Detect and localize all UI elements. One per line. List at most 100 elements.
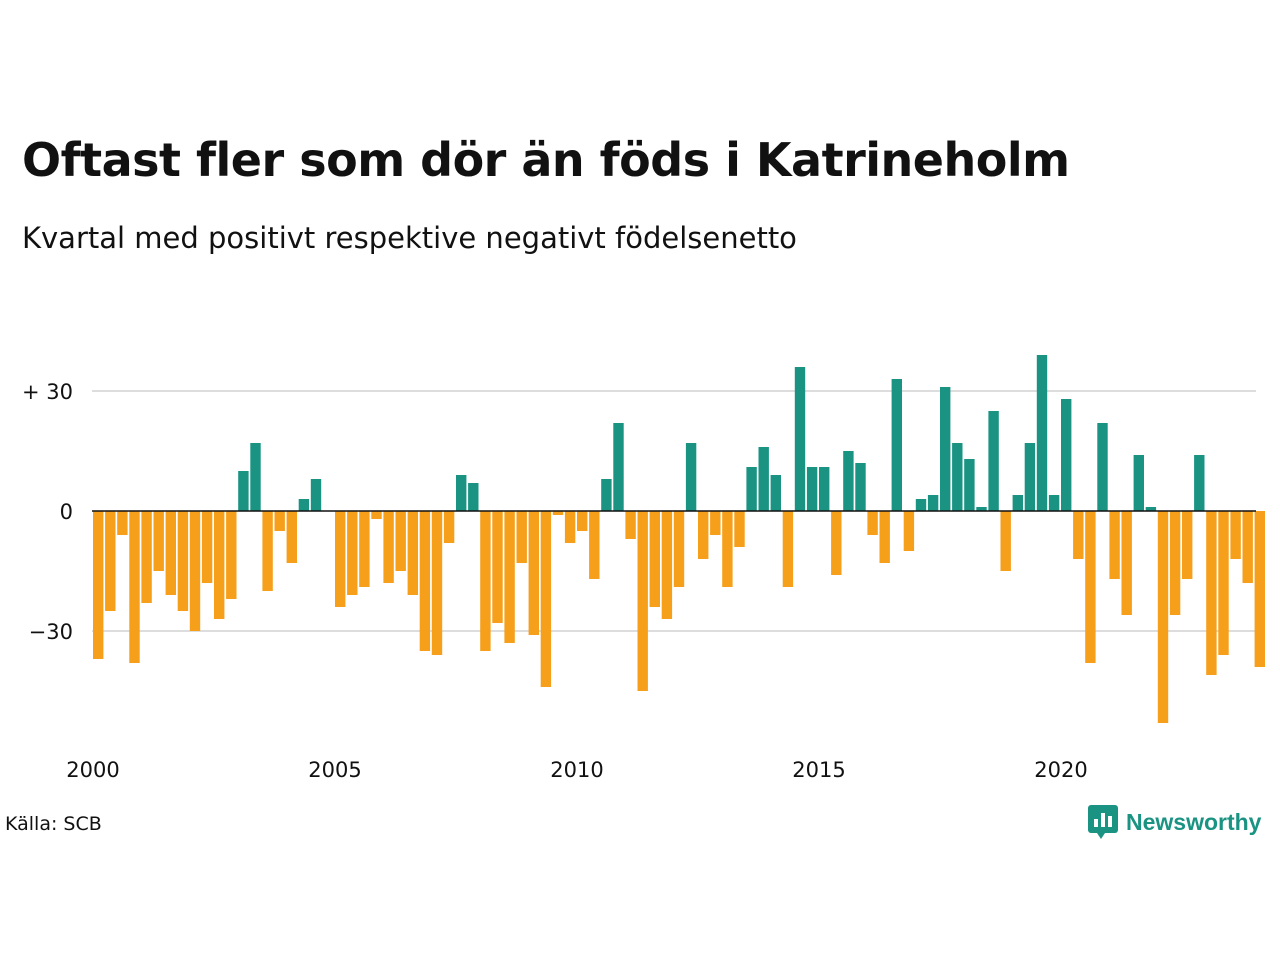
brand-logo[interactable]: Newsworthy <box>1088 804 1261 840</box>
bar <box>952 443 963 511</box>
bar <box>274 511 285 531</box>
bar <box>165 511 176 595</box>
bar <box>685 443 697 511</box>
bar <box>189 511 201 631</box>
bar <box>552 511 564 515</box>
bar <box>613 423 624 511</box>
bar <box>407 511 418 595</box>
bar <box>867 511 878 535</box>
y-tick-label: + 30 <box>22 380 73 404</box>
x-tick-label: 2015 <box>792 758 845 782</box>
bar <box>1085 511 1096 663</box>
bar <box>1169 511 1181 615</box>
bar <box>746 467 757 511</box>
bar <box>758 447 769 511</box>
source-credit: Källa: SCB <box>5 813 102 835</box>
bar <box>661 511 673 619</box>
bar <box>395 511 406 571</box>
bar <box>1109 511 1120 579</box>
bar <box>649 511 660 607</box>
bar <box>516 511 527 563</box>
bar <box>843 451 854 511</box>
bar <box>879 511 890 563</box>
bar <box>141 511 152 603</box>
bar <box>371 511 382 519</box>
bar <box>927 495 939 511</box>
bar <box>964 459 975 511</box>
bar <box>492 511 503 623</box>
bar <box>1194 455 1205 511</box>
bar <box>988 411 999 511</box>
bar <box>1230 511 1241 559</box>
bar <box>1206 511 1217 675</box>
bar <box>1061 399 1072 511</box>
gridlines <box>92 390 1256 632</box>
y-axis-ticks: + 30 0 −30 <box>22 380 73 644</box>
bar <box>1182 511 1193 579</box>
bar <box>1254 511 1265 667</box>
bar <box>129 511 140 663</box>
bar <box>419 511 431 651</box>
bar <box>722 511 733 587</box>
bar <box>359 511 370 587</box>
bar <box>903 511 915 551</box>
bar <box>710 511 721 535</box>
bar <box>673 511 685 587</box>
bar <box>1242 511 1253 583</box>
bar <box>250 443 261 511</box>
bar <box>782 511 794 587</box>
bar <box>1145 507 1157 511</box>
bar <box>468 483 479 511</box>
bar <box>383 511 394 583</box>
x-tick-label: 2020 <box>1034 758 1087 782</box>
x-axis-ticks: 2000 2005 2010 2015 2020 <box>66 758 1087 782</box>
bar <box>286 511 297 563</box>
x-tick-label: 2000 <box>66 758 119 782</box>
bar <box>480 511 491 651</box>
bar <box>347 511 358 595</box>
bar <box>1024 443 1036 511</box>
bar <box>806 467 818 511</box>
y-tick-label: −30 <box>29 620 73 644</box>
bar <box>601 479 612 511</box>
bar <box>93 511 104 659</box>
bar <box>540 511 552 687</box>
bar <box>1036 355 1048 511</box>
bar <box>177 511 189 611</box>
bar <box>819 467 830 511</box>
bar <box>1073 511 1084 559</box>
bar <box>1012 495 1023 511</box>
bar <box>698 511 709 559</box>
bar <box>577 511 588 531</box>
bar <box>431 511 443 655</box>
newsworthy-logo-icon <box>1088 805 1118 839</box>
bar <box>564 511 576 543</box>
y-tick-label: 0 <box>60 500 73 524</box>
bar <box>262 511 273 591</box>
bar <box>976 507 987 511</box>
bar <box>625 511 636 539</box>
bar <box>1000 511 1011 571</box>
bar <box>794 367 806 511</box>
bar <box>1218 511 1229 655</box>
bar <box>443 511 455 543</box>
bar <box>504 511 515 643</box>
bar <box>734 511 745 547</box>
bar <box>298 499 310 511</box>
bar <box>528 511 539 635</box>
bar <box>1097 423 1108 511</box>
bar <box>589 511 600 579</box>
bar <box>105 511 116 611</box>
bar <box>915 499 927 511</box>
bars <box>93 355 1265 723</box>
bar <box>310 479 322 511</box>
bar <box>335 511 346 607</box>
bar <box>1121 511 1132 615</box>
bar <box>1157 511 1169 723</box>
bar <box>238 471 249 511</box>
bar <box>637 511 648 691</box>
chart-subtitle: Kvartal med positivt respektive negativt… <box>22 221 797 255</box>
brand-name: Newsworthy <box>1126 808 1262 835</box>
bar <box>226 511 237 599</box>
